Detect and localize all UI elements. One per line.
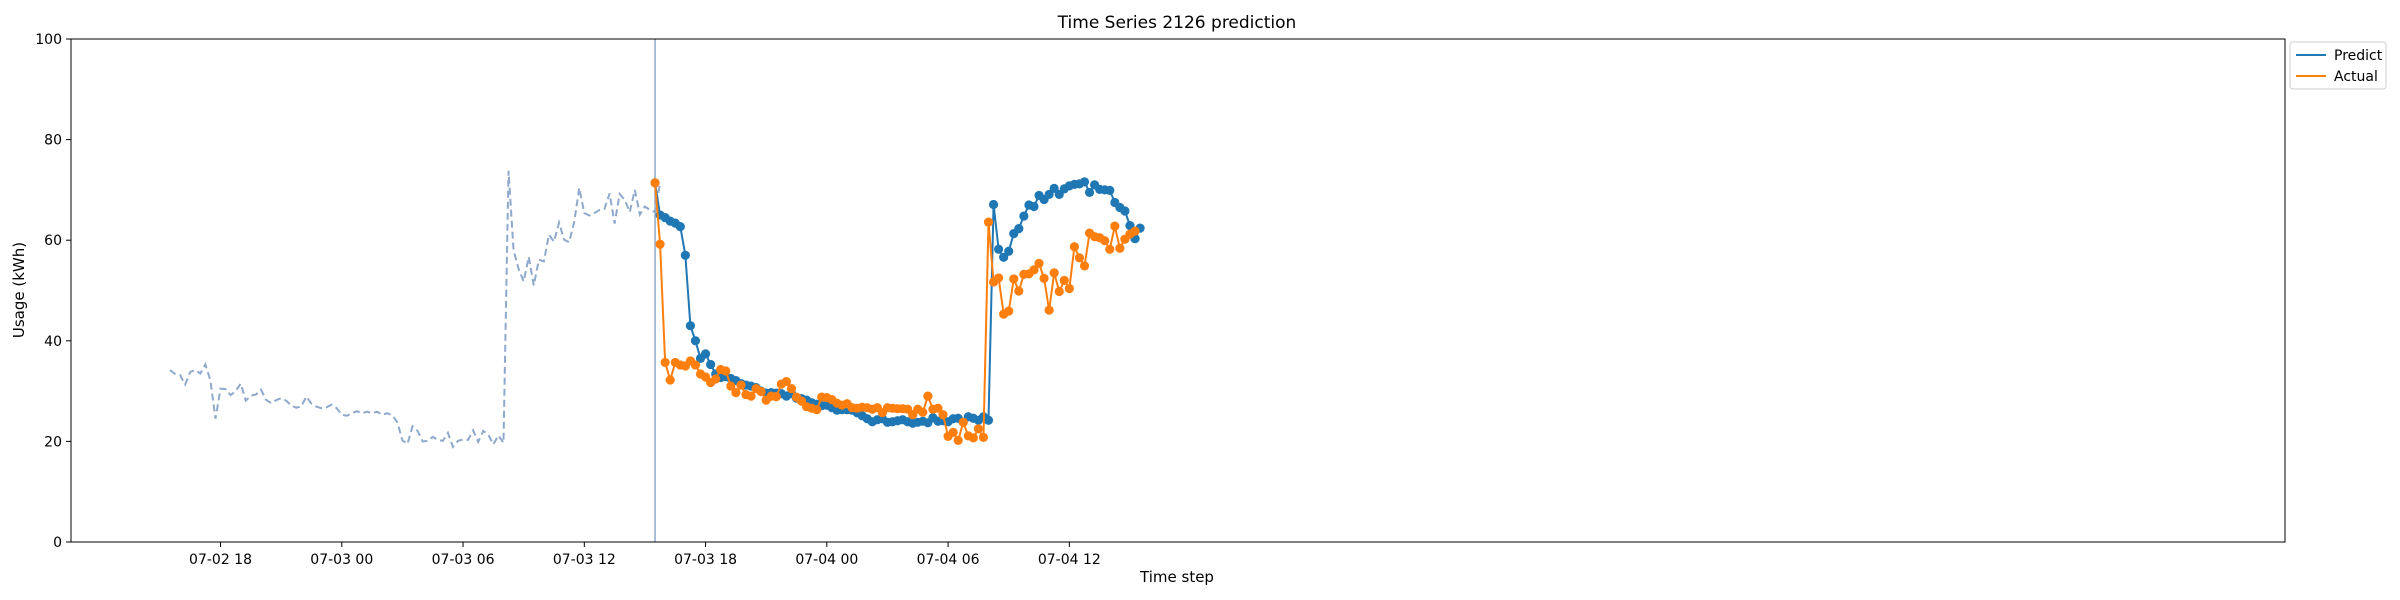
y-tick-label: 60	[44, 233, 62, 249]
actual-point	[918, 407, 928, 417]
x-tick-label: 07-04 12	[1038, 552, 1101, 568]
predict-point	[1049, 183, 1059, 193]
actual-point	[1054, 286, 1064, 297]
actual-point	[665, 375, 675, 385]
y-axis-title: Usage (kWh)	[10, 242, 28, 338]
predict-point	[994, 244, 1004, 254]
actual-point	[731, 388, 741, 398]
actual-point	[1059, 275, 1069, 286]
predict-point	[999, 252, 1009, 262]
predict-point	[1014, 224, 1024, 234]
y-tick-label: 0	[53, 535, 62, 551]
actual-point	[690, 360, 701, 370]
x-tick-label: 07-03 00	[310, 552, 373, 568]
plot-frame	[70, 38, 2286, 543]
actual-point	[756, 387, 766, 397]
y-tick-label: 80	[44, 133, 62, 149]
actual-point	[948, 427, 958, 437]
predict-point	[700, 349, 711, 359]
actual-point	[983, 217, 994, 227]
actual-point	[1074, 253, 1085, 263]
x-axis-title: Time step	[1139, 568, 1214, 586]
actual-point	[1004, 306, 1014, 316]
actual-point	[1044, 305, 1054, 315]
predict-point	[675, 222, 685, 232]
actual-point	[812, 405, 822, 415]
actual-point	[958, 417, 968, 427]
actual-point	[746, 391, 756, 401]
actual-point	[1079, 261, 1090, 271]
x-tick-label: 07-03 18	[674, 552, 737, 568]
actual-point	[771, 392, 781, 402]
actual-point	[1029, 265, 1039, 275]
actual-point	[660, 357, 670, 368]
plot-area	[169, 39, 1145, 542]
predict-point	[685, 321, 696, 331]
actual-point	[1100, 236, 1110, 246]
actual-point	[650, 178, 660, 188]
predict-point	[1019, 211, 1029, 221]
legend: Predict Actual	[2289, 41, 2387, 90]
predict-point	[988, 199, 999, 210]
actual-point	[1039, 273, 1049, 284]
predict-point	[1105, 185, 1115, 195]
x-tick-label: 07-03 12	[553, 552, 616, 568]
actual-point	[781, 376, 792, 387]
actual-point	[1105, 244, 1115, 254]
predict-point	[706, 359, 716, 370]
y-tick-label: 20	[44, 434, 62, 450]
actual-point	[711, 374, 721, 384]
predict-point	[983, 415, 994, 425]
actual-point	[938, 410, 948, 420]
actual-point	[1009, 274, 1019, 284]
x-tick-label: 07-04 00	[795, 552, 858, 568]
legend-label-actual: Actual	[2334, 69, 2378, 85]
predict-point	[1120, 206, 1130, 216]
actual-point	[736, 380, 746, 390]
actual-point	[1049, 268, 1059, 278]
actual-point	[1069, 242, 1079, 252]
y-tick-label: 40	[44, 334, 62, 350]
predict-point	[690, 336, 701, 346]
actual-point	[1014, 286, 1024, 296]
predict-point	[1084, 187, 1095, 198]
actual-point	[1034, 258, 1044, 268]
y-tick-label: 100	[35, 32, 62, 48]
predict-point	[1004, 246, 1014, 256]
actual-point	[978, 432, 989, 442]
actual-point	[726, 381, 736, 391]
x-tick-label: 07-04 06	[917, 552, 980, 568]
y-axis: 0 20 40 60 80 100	[35, 32, 71, 551]
actual-point	[923, 391, 933, 401]
predict-point	[1029, 201, 1039, 212]
actual-point	[953, 435, 963, 445]
actual-point	[655, 239, 665, 249]
x-axis: 07-02 18 07-03 00 07-03 06 07-03 12 07-03 18…	[189, 542, 1101, 568]
actual-point	[933, 403, 943, 413]
actual-point	[1064, 283, 1074, 294]
predict-point	[1044, 189, 1054, 200]
actual-point	[968, 433, 978, 443]
actual-point	[994, 273, 1004, 283]
actual-point	[973, 424, 984, 434]
predict-point	[1079, 177, 1090, 187]
history-line	[169, 170, 662, 449]
predict-point	[680, 250, 690, 260]
x-tick-label: 07-03 06	[432, 552, 495, 568]
actual-point	[721, 366, 731, 376]
actual-point	[1115, 243, 1125, 253]
chart-title: Time Series 2126 prediction	[1057, 13, 1297, 33]
actual-point	[1130, 226, 1140, 236]
legend-label-predict: Predict	[2334, 48, 2383, 64]
actual-point	[786, 383, 797, 394]
actual-point	[1110, 221, 1120, 231]
x-tick-label: 07-02 18	[189, 552, 252, 568]
legend-box	[2289, 41, 2387, 90]
